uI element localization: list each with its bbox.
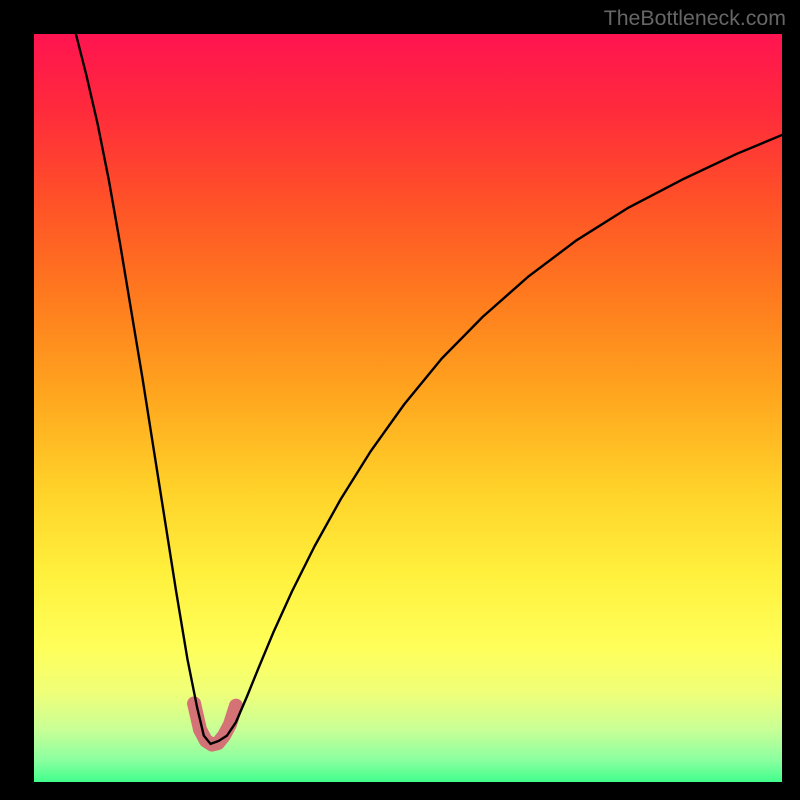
curve-layer — [34, 34, 782, 782]
watermark-text: TheBottleneck.com — [604, 6, 786, 31]
plot-area — [34, 34, 782, 782]
chart-container: TheBottleneck.com — [0, 0, 800, 800]
bottleneck-curve — [76, 34, 782, 744]
